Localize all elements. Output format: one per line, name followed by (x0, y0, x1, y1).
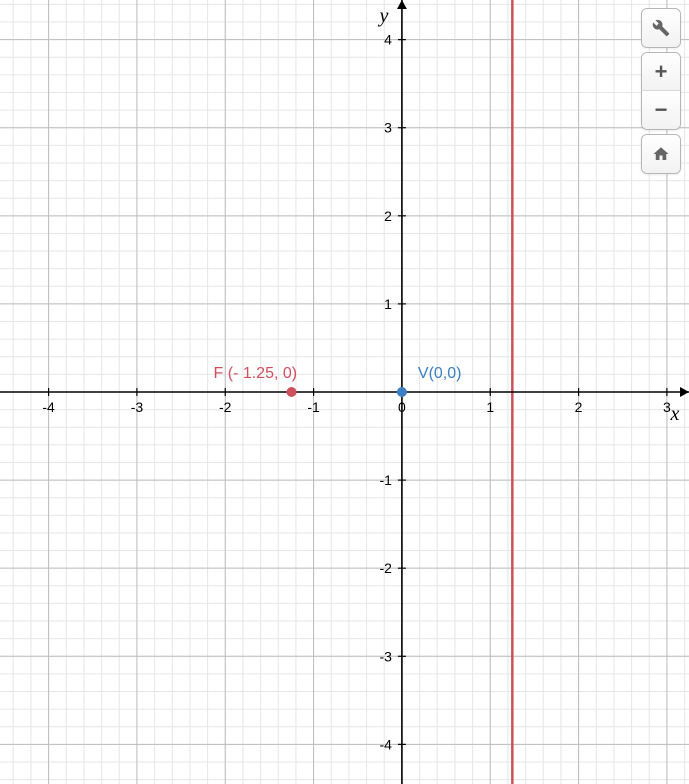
zoom-out-button[interactable]: − (642, 91, 680, 129)
y-tick-label: 2 (384, 208, 392, 224)
x-tick-label: 1 (486, 399, 494, 415)
x-tick-label: 0 (398, 399, 406, 415)
point-label-F: F (- 1.25, 0) (214, 365, 298, 382)
x-tick-label: 2 (575, 399, 583, 415)
y-tick-label: 1 (384, 296, 392, 312)
toolbar-group-zoom: + − (641, 52, 681, 130)
point-V (397, 387, 407, 397)
settings-button[interactable] (642, 9, 680, 47)
coordinate-plane: x y -4 -3 -2 -1 0 1 2 3 -4 -3 -2 -1 1 2 3 4 F (- 1.25, 0) V… (0, 0, 689, 784)
toolbar: + − (641, 8, 681, 174)
y-tick-label: -3 (379, 648, 392, 664)
home-icon (652, 145, 670, 163)
toolbar-group-settings (641, 8, 681, 48)
x-tick-label: -1 (307, 399, 320, 415)
x-tick-label: 3 (663, 399, 671, 415)
minus-icon: − (655, 97, 668, 123)
y-axis-label: y (377, 5, 388, 27)
point-label-V: V(0,0) (418, 365, 462, 382)
y-tick-label: -4 (379, 736, 392, 752)
x-tick-label: -4 (42, 399, 55, 415)
y-tick-label: -1 (379, 472, 392, 488)
home-button[interactable] (642, 135, 680, 173)
point-F (287, 387, 297, 397)
y-tick-label: 4 (384, 32, 392, 48)
x-tick-label: -2 (219, 399, 232, 415)
graph-canvas[interactable]: x y -4 -3 -2 -1 0 1 2 3 -4 -3 -2 -1 1 2 3 4 F (- 1.25, 0) V… (0, 0, 689, 784)
wrench-icon (652, 19, 670, 37)
x-axis-label: x (670, 403, 680, 425)
toolbar-group-home (641, 134, 681, 174)
y-tick-label: 3 (384, 120, 392, 136)
y-tick-label: -2 (379, 560, 392, 576)
x-tick-label: -3 (131, 399, 144, 415)
plus-icon: + (655, 59, 668, 85)
zoom-in-button[interactable]: + (642, 53, 680, 91)
